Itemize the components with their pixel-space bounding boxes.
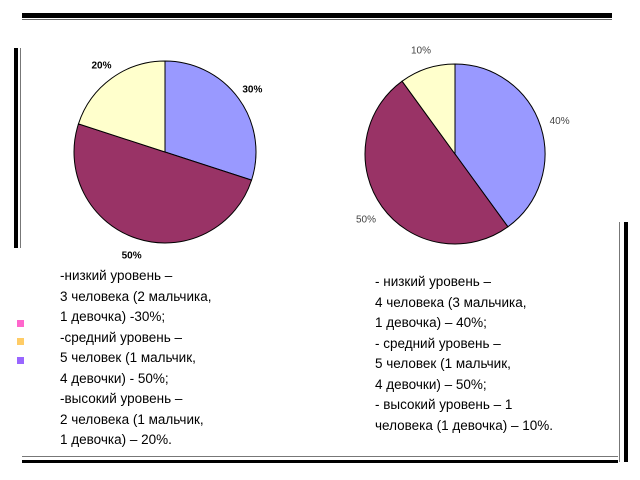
- pie-chart-right: 40% 50% 10%: [356, 45, 570, 245]
- legend-right-line: - средний уровень –: [375, 335, 501, 351]
- frame-left-bar: [14, 48, 18, 248]
- pie-data-label: 40%: [550, 116, 570, 127]
- pie-slice: [73, 123, 253, 244]
- legend-right-line: - высокий уровень – 1: [375, 397, 513, 412]
- legend-left-line: -средний уровень –: [60, 329, 183, 345]
- legend-right-line: 5 человек (1 мальчик,: [375, 356, 511, 371]
- pie-slice: [364, 80, 509, 245]
- pie-slice: [401, 63, 456, 156]
- legend-left-line: 3 человека (2 мальчика,: [60, 288, 212, 304]
- frame-bottom-line: [22, 456, 618, 457]
- pie-slice: [454, 63, 546, 228]
- accent-square-orange: [17, 338, 24, 345]
- legend-right: - низкий уровень – 4 человека (3 мальчик…: [375, 272, 553, 436]
- legend-left: -низкий уровень – 3 человека (2 мальчика…: [60, 266, 211, 451]
- pie-data-label: 10%: [411, 45, 431, 56]
- legend-left-line: -низкий уровень –: [60, 268, 173, 283]
- legend-left-line: 1 девочка) – 20%.: [60, 432, 172, 447]
- legend-left-line: 1 девочка) -30%;: [60, 309, 166, 324]
- pie-data-label: 50%: [356, 215, 376, 226]
- legend-right-line: 4 девочки) – 50%;: [375, 376, 487, 392]
- legend-right-line: - низкий уровень –: [375, 274, 492, 289]
- pie-slice: [77, 60, 166, 153]
- accent-square-purple: [17, 357, 24, 364]
- legend-left-line: 2 человека (1 мальчик,: [60, 411, 204, 427]
- frame-bottom-bar: [22, 460, 618, 463]
- frame-top-line: [22, 19, 612, 20]
- frame-right-line: [619, 222, 620, 462]
- pie-data-label: 20%: [92, 61, 112, 72]
- pie-chart-left: 30% 50% 20%: [73, 60, 262, 262]
- legend-right-line: человека (1 девочка) – 10%.: [375, 417, 554, 433]
- frame-top-bar: [22, 13, 612, 18]
- legend-right-line: 4 человека (3 мальчика,: [375, 294, 527, 310]
- legend-left-line: 5 человек (1 мальчик,: [60, 350, 196, 365]
- legend-left-line: 4 девочки) - 50%;: [60, 370, 169, 386]
- accent-square-pink: [17, 320, 24, 327]
- pie-slice: [164, 60, 257, 181]
- frame-right-bar: [624, 222, 628, 462]
- frame-left-line: [20, 48, 21, 248]
- pie-data-label: 50%: [122, 251, 142, 262]
- legend-left-line: -высокий уровень –: [60, 391, 183, 406]
- pie-data-label: 30%: [242, 85, 262, 96]
- legend-right-line: 1 девочка) – 40%;: [375, 315, 487, 330]
